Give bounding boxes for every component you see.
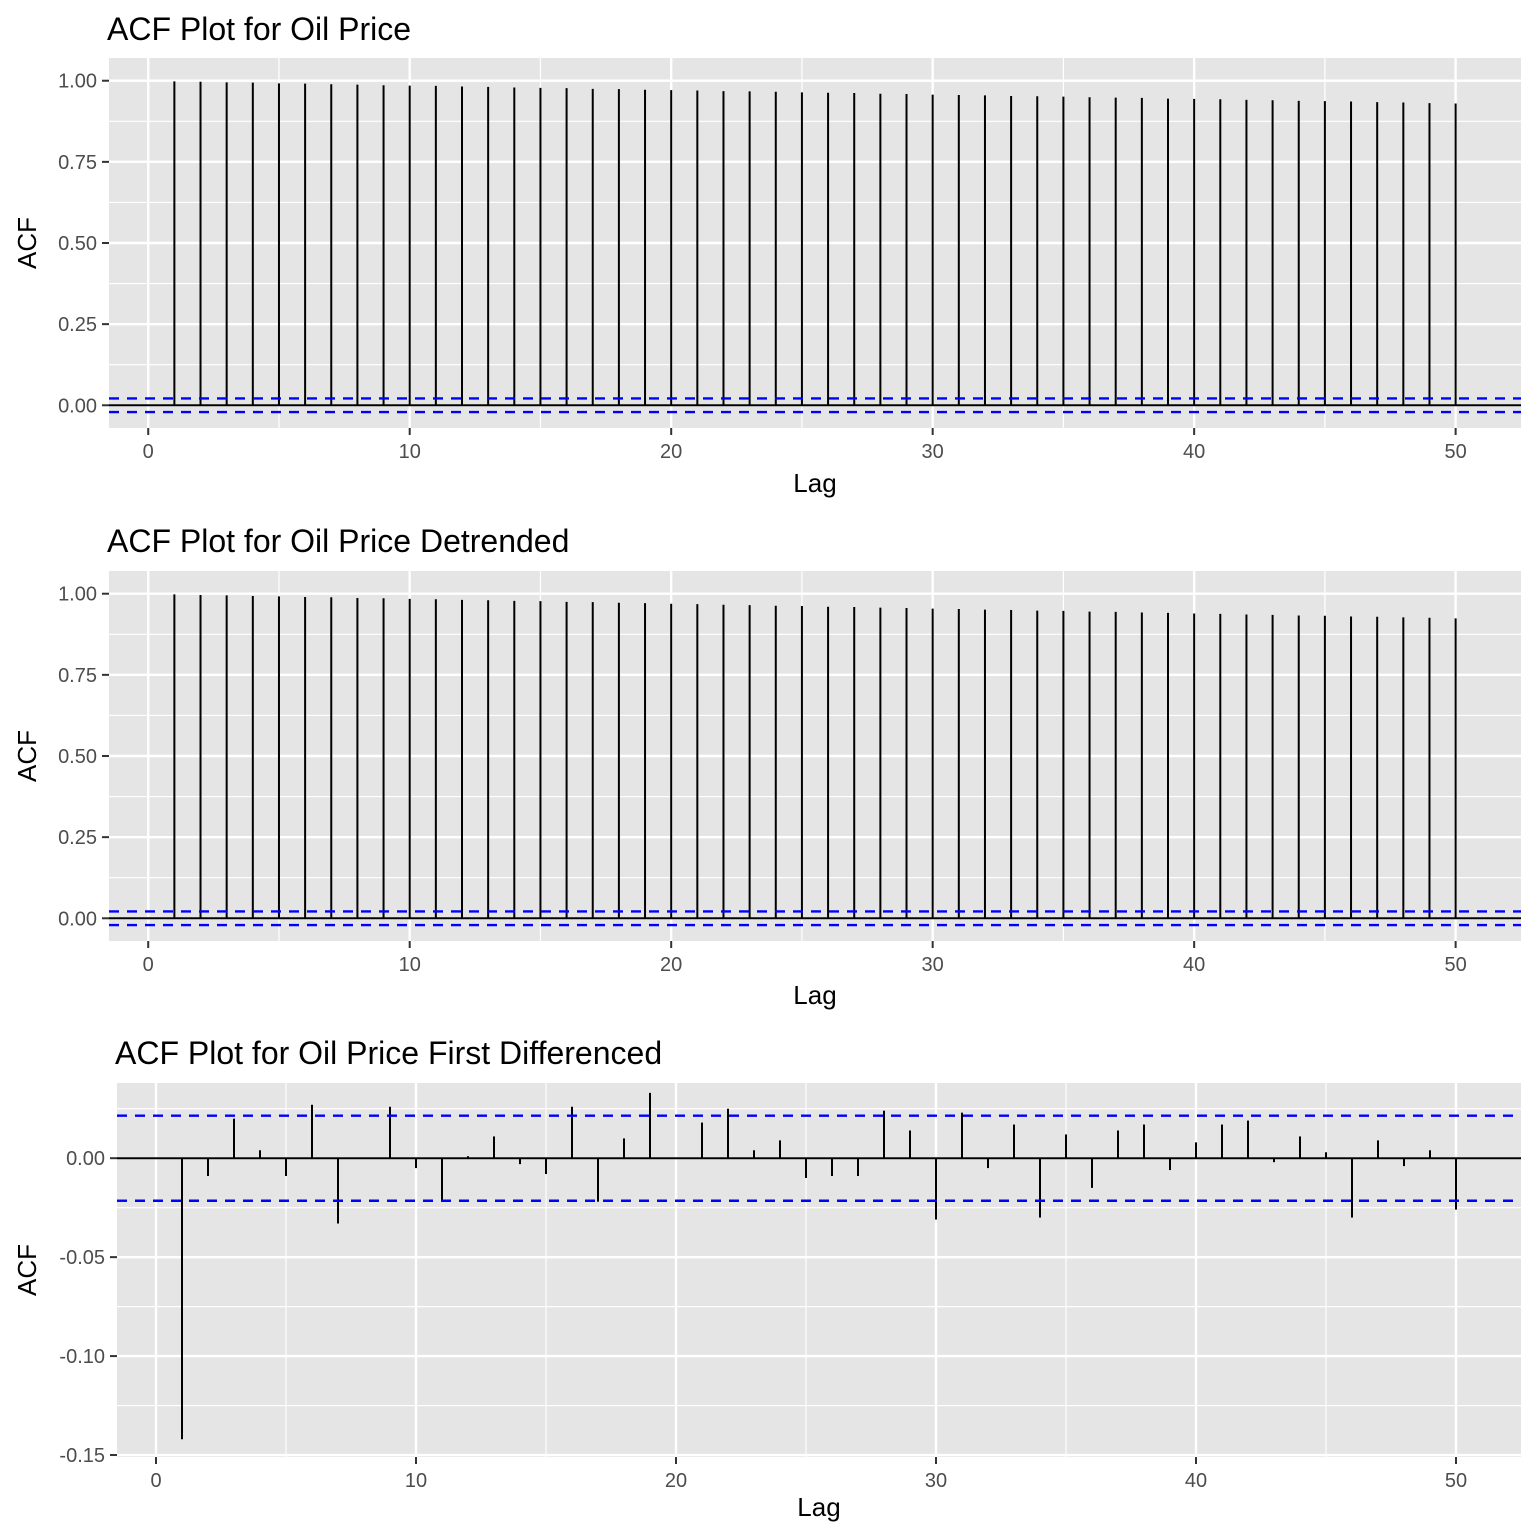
x-tick-label: 50: [1445, 954, 1467, 976]
x-tick-label: 10: [399, 441, 421, 463]
x-tick-label: 10: [399, 954, 421, 976]
x-axis-title: Lag: [793, 980, 836, 1010]
x-tick-label: 20: [660, 441, 682, 463]
y-tick-label: -0.05: [59, 1247, 105, 1269]
chart-panel-2: 0.00 0.25 0.50 0.75 1.00 0 10 20 30 40 50 ACF Plot …: [12, 523, 1521, 1010]
y-tick-label: 0.00: [58, 908, 97, 930]
x-axis-title: Lag: [793, 468, 836, 498]
y-tick-label: -0.15: [59, 1445, 105, 1467]
y-tick-label: 1.00: [58, 71, 97, 93]
y-tick-label: 0.75: [58, 152, 97, 174]
x-axis-title: Lag: [797, 1492, 840, 1522]
x-tick-label: 40: [1183, 441, 1205, 463]
chart-title: ACF Plot for Oil Price First Differenced: [115, 1035, 662, 1071]
y-tick-label: 0.00: [66, 1148, 105, 1170]
x-tick-label: 40: [1183, 954, 1205, 976]
y-axis-title: ACF: [12, 730, 42, 782]
chart-title: ACF Plot for Oil Price Detrended: [107, 523, 569, 559]
y-tick-label: 0.25: [58, 314, 97, 336]
x-tick-label: 30: [922, 441, 944, 463]
y-tick-label: 0.75: [58, 665, 97, 687]
y-tick-label: 0.50: [58, 233, 97, 255]
x-tick-label: 20: [660, 954, 682, 976]
y-tick-label: 0.00: [58, 395, 97, 417]
x-tick-label: 20: [665, 1470, 687, 1492]
x-tick-label: 0: [143, 441, 154, 463]
y-tick-label: 1.00: [58, 584, 97, 606]
x-tick-label: 30: [925, 1470, 947, 1492]
y-tick-label: 0.50: [58, 746, 97, 768]
chart-panel-1: 0.00 0.25 0.50 0.75 1.00 0 10 20 30 40 50 ACF Plot …: [12, 11, 1521, 498]
x-tick-label: 30: [922, 954, 944, 976]
x-tick-label: 50: [1445, 441, 1467, 463]
x-tick-label: 0: [143, 954, 154, 976]
x-tick-label: 10: [405, 1470, 427, 1492]
y-tick-label: -0.10: [59, 1346, 105, 1368]
chart-panel-3: -0.15 -0.10 -0.05 0.00 0 10 20 30 40 50 ACF Plot f…: [12, 1035, 1521, 1522]
plot-panel: [117, 1083, 1521, 1457]
chart-title: ACF Plot for Oil Price: [107, 11, 411, 47]
x-tick-label: 40: [1185, 1470, 1207, 1492]
x-tick-label: 50: [1445, 1470, 1467, 1492]
x-tick-label: 0: [150, 1470, 161, 1492]
y-axis-title: ACF: [12, 1244, 42, 1296]
y-tick-label: 0.25: [58, 827, 97, 849]
y-axis-title: ACF: [12, 217, 42, 269]
